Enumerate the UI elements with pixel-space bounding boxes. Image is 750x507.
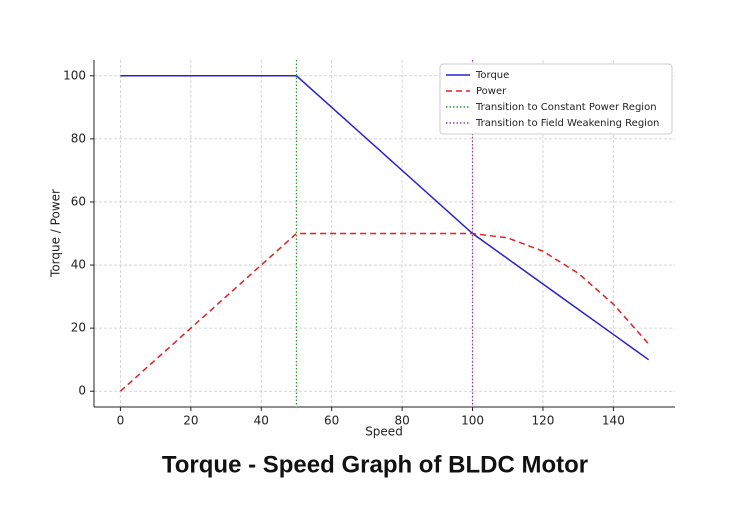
x-tick-label: 100 bbox=[461, 414, 484, 428]
y-tick-label: 60 bbox=[71, 194, 86, 208]
legend-label: Transition to Field Weakening Region bbox=[475, 118, 659, 129]
x-axis-label: Speed bbox=[365, 425, 403, 439]
chart-title: Torque - Speed Graph of BLDC Motor bbox=[162, 451, 588, 478]
legend: Torque Power Transition to Constant Power … bbox=[439, 63, 673, 135]
y-tick-label: 80 bbox=[71, 131, 86, 145]
y-tick-label: 100 bbox=[63, 68, 86, 82]
y-axis-label: Torque / Power bbox=[49, 189, 63, 278]
x-tick-label: 140 bbox=[602, 414, 625, 428]
x-tick-label: 80 bbox=[394, 414, 409, 428]
y-tick-label: 40 bbox=[71, 258, 86, 272]
x-tick-label: 40 bbox=[254, 414, 269, 428]
legend-label: Torque bbox=[475, 70, 509, 81]
series-line bbox=[119, 232, 650, 392]
x-tick-label: 60 bbox=[324, 414, 339, 428]
x-tick-label: 0 bbox=[117, 414, 125, 428]
x-tick-label: 120 bbox=[532, 414, 555, 428]
legend-label: Power bbox=[476, 86, 507, 97]
x-tick-label: 20 bbox=[183, 414, 198, 428]
y-tick-label: 0 bbox=[78, 384, 86, 398]
legend-label: Transition to Constant Power Region bbox=[475, 102, 657, 113]
series-line bbox=[120, 75, 650, 361]
y-tick-label: 20 bbox=[71, 321, 86, 335]
legend-box bbox=[439, 63, 673, 135]
